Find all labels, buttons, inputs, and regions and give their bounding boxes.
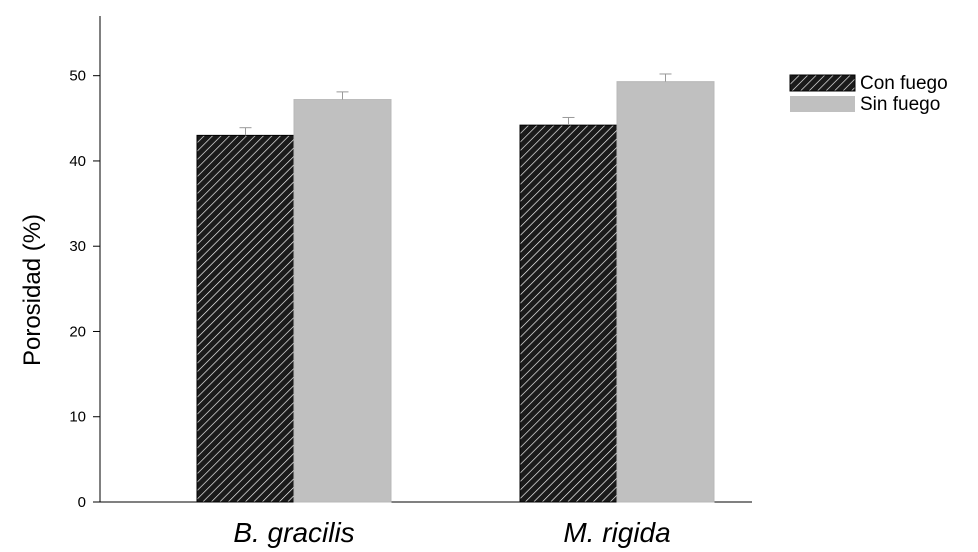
legend-swatch (789, 74, 856, 92)
legend-label: Con fuego (860, 73, 948, 94)
bar (616, 81, 715, 503)
y-tick-label: 30 (69, 238, 86, 255)
legend-label: Sin fuego (860, 94, 940, 115)
y-tick-label: 50 (69, 68, 86, 85)
plot-area: 0 10 20 30 40 50 B. gracilis M. rigida (69, 16, 752, 548)
y-tick-label: 0 (78, 494, 86, 511)
bar (196, 134, 295, 503)
y-axis-label: Porosidad (%) (19, 214, 46, 366)
y-tick-label: 10 (69, 409, 86, 426)
y-axis-title: Porosidad (%) (19, 214, 46, 366)
y-tick-label: 40 (69, 153, 86, 170)
x-category-label: B. gracilis (233, 517, 354, 548)
bar (519, 124, 618, 503)
x-category-label: M. rigida (563, 517, 670, 548)
legend-swatch (790, 96, 855, 112)
bar (293, 99, 392, 503)
y-tick-label: 20 (69, 323, 86, 340)
